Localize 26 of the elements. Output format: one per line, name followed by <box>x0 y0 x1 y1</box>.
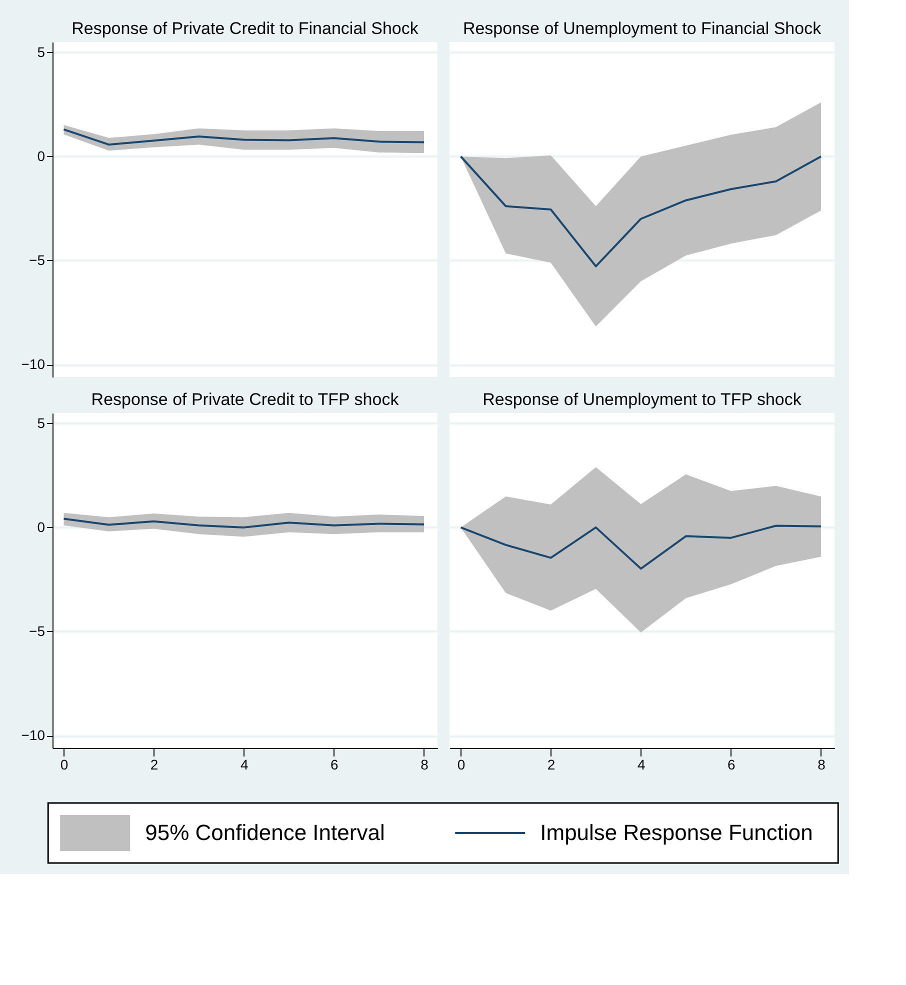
y-tick-label: −10 <box>21 727 46 744</box>
x-tick-label: 2 <box>547 756 556 772</box>
chart-title: Response of Private Credit to Financial Shock <box>72 19 419 38</box>
x-tick-label: 4 <box>637 756 646 772</box>
y-tick-label: −10 <box>21 356 46 372</box>
x-tick-label: 8 <box>818 756 826 772</box>
x-tick-label: 0 <box>60 756 68 772</box>
x-tick-label: 0 <box>457 756 466 772</box>
chart-title: Response of Private Credit to TFP shock <box>91 390 400 409</box>
line-series <box>62 518 425 528</box>
x-tick-label: 6 <box>728 756 736 772</box>
legend-label: 95% Confidence Interval <box>145 820 385 845</box>
y-tick-label: 0 <box>37 148 46 164</box>
y-tick-label: 5 <box>37 414 46 431</box>
line-series <box>62 128 425 146</box>
y-tick-label: −5 <box>29 252 46 268</box>
legend-label: Impulse Response Function <box>540 820 813 845</box>
x-tick-label: 6 <box>330 756 339 772</box>
chart-title: Response of Unemployment to Financial Shock <box>462 19 822 38</box>
chart-title: Response of Unemployment to TFP shock <box>482 390 802 409</box>
y-tick-label: −5 <box>29 622 46 639</box>
x-tick-label: 8 <box>420 756 429 772</box>
x-tick-label: 2 <box>150 756 158 772</box>
y-tick-label: 5 <box>37 44 46 60</box>
x-tick-label: 4 <box>240 756 248 772</box>
y-tick-label: 0 <box>37 518 46 535</box>
